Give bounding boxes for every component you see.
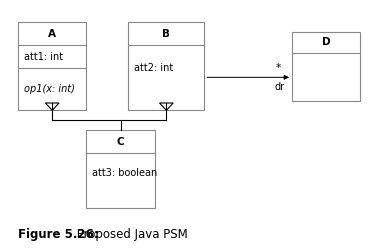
Text: att2: int: att2: int (134, 63, 173, 73)
Text: B: B (163, 29, 170, 39)
Text: op1(x: int): op1(x: int) (24, 84, 74, 94)
Text: A: A (48, 29, 56, 39)
Text: att1: int: att1: int (24, 52, 63, 62)
Text: D: D (322, 38, 330, 48)
Text: att3: boolean: att3: boolean (92, 168, 157, 177)
Text: C: C (117, 136, 125, 146)
Text: dr: dr (275, 82, 285, 92)
Text: Proposed Java PSM: Proposed Java PSM (73, 228, 188, 241)
Bar (292, 32, 361, 100)
Text: *: * (276, 62, 281, 72)
Bar (86, 130, 155, 208)
Bar (128, 22, 205, 110)
Text: Figure 5.26:: Figure 5.26: (18, 228, 99, 241)
Bar (18, 22, 86, 110)
